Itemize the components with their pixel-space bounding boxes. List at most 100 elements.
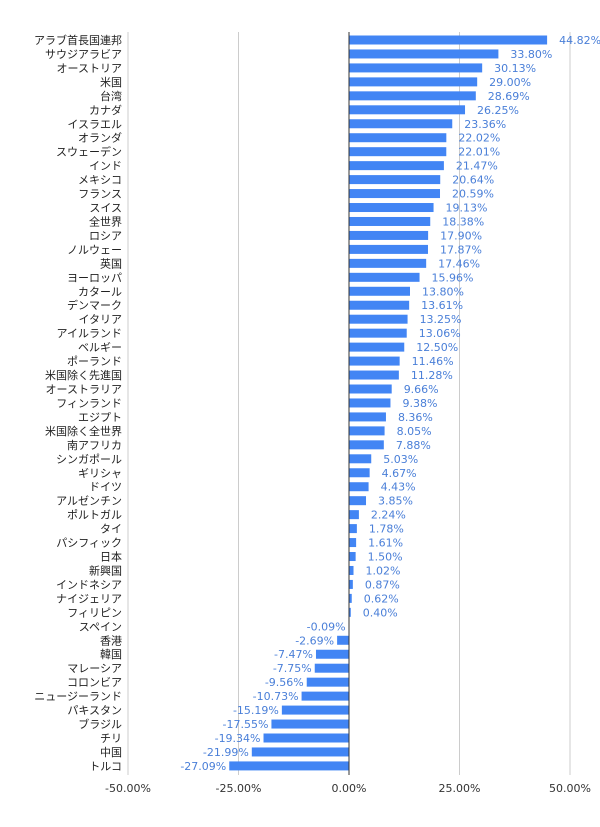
- category-label: フランス: [78, 188, 122, 201]
- category-label: アルゼンチン: [56, 495, 122, 508]
- value-label: -7.47%: [274, 648, 313, 661]
- category-label: デンマーク: [67, 298, 122, 312]
- value-label: 1.02%: [366, 564, 401, 577]
- bar: [349, 216, 431, 226]
- bar: [349, 342, 405, 352]
- bar: [349, 398, 391, 408]
- bar: [349, 119, 453, 129]
- category-label: イタリア: [78, 313, 122, 326]
- value-label: -15.19%: [233, 704, 279, 717]
- bar: [349, 91, 476, 101]
- bar: [349, 538, 357, 548]
- category-label: スイス: [89, 202, 122, 215]
- bar: [349, 468, 370, 478]
- value-label: 30.13%: [494, 62, 536, 75]
- bar: [349, 552, 356, 562]
- value-label: 5.03%: [383, 453, 418, 466]
- bar: [349, 579, 353, 589]
- category-label: 米国除く先進国: [45, 368, 122, 382]
- category-label: フィンランド: [56, 397, 122, 410]
- bar: [349, 161, 444, 171]
- value-label: 44.82%: [559, 34, 600, 47]
- bar: [349, 286, 410, 296]
- bar: [251, 747, 349, 757]
- value-label: 13.25%: [420, 313, 462, 326]
- category-label: トルコ: [89, 760, 122, 773]
- value-label: 11.46%: [412, 355, 454, 368]
- bar: [349, 230, 429, 240]
- bar: [349, 482, 369, 492]
- category-label: インドネシア: [56, 578, 122, 591]
- value-label: 29.00%: [489, 76, 531, 89]
- category-label: ドイツ: [89, 481, 122, 494]
- category-label: タイ: [100, 523, 122, 536]
- bar: [349, 77, 478, 87]
- category-label: イスラエル: [67, 118, 122, 131]
- category-label: アイルランド: [57, 327, 122, 340]
- bar: [306, 677, 349, 687]
- bar: [349, 314, 408, 324]
- bar: [349, 565, 354, 575]
- value-label: 18.38%: [442, 215, 484, 228]
- value-label: 19.13%: [446, 202, 488, 215]
- category-label: インド: [89, 160, 122, 173]
- value-label: 9.66%: [404, 383, 439, 396]
- value-label: 28.69%: [488, 90, 530, 103]
- category-label: カタール: [78, 285, 122, 298]
- category-label: 南アフリカ: [67, 439, 122, 452]
- value-label: -27.09%: [180, 760, 226, 773]
- bar: [349, 244, 428, 254]
- category-label: ベルギー: [78, 341, 122, 354]
- bar: [349, 412, 386, 422]
- category-label: ロシア: [89, 229, 122, 242]
- x-tick-label: 0.00%: [332, 782, 367, 795]
- value-label: 8.36%: [398, 411, 433, 424]
- category-label: オーストリア: [57, 62, 122, 75]
- category-label: ナイジェリア: [56, 592, 122, 605]
- value-label: 4.43%: [381, 481, 416, 494]
- value-label: 22.01%: [458, 146, 500, 159]
- category-label: ポーランド: [67, 355, 122, 368]
- value-label: 1.50%: [368, 551, 403, 564]
- category-label: メキシコ: [78, 174, 122, 187]
- bar: [349, 35, 548, 45]
- value-label: 22.02%: [458, 132, 500, 145]
- bar: [349, 496, 367, 506]
- x-tick-label: -50.00%: [105, 782, 151, 795]
- bar: [349, 607, 351, 617]
- category-label: 韓国: [100, 648, 122, 661]
- value-label: 13.06%: [419, 327, 461, 340]
- bar: [349, 272, 420, 282]
- category-label: サウジアラビア: [45, 48, 122, 61]
- bar: [349, 49, 499, 59]
- value-label: 0.62%: [364, 592, 399, 605]
- bar: [263, 733, 349, 743]
- value-label: 0.87%: [365, 578, 400, 591]
- value-label: 26.25%: [477, 104, 519, 117]
- category-label: エジプト: [78, 411, 122, 424]
- value-label: 3.85%: [378, 495, 413, 508]
- category-label: 日本: [100, 550, 122, 564]
- value-label: -0.09%: [307, 620, 346, 633]
- bar: [349, 370, 399, 380]
- category-label: 英国: [100, 256, 122, 270]
- value-label: 13.61%: [421, 299, 463, 312]
- category-label: ノルウェー: [67, 243, 122, 256]
- bar: [349, 147, 447, 157]
- value-label: 0.40%: [363, 606, 398, 619]
- category-label: フィリピン: [67, 606, 122, 619]
- value-label: 2.24%: [371, 509, 406, 522]
- category-label: 中国: [100, 746, 122, 759]
- bar: [349, 300, 410, 310]
- category-label: スペイン: [79, 620, 122, 633]
- bar: [349, 189, 441, 199]
- category-label: シンガポール: [56, 453, 122, 466]
- value-label: 8.05%: [397, 425, 432, 438]
- category-label: 新興国: [89, 563, 122, 577]
- x-tick-label: 25.00%: [439, 782, 481, 795]
- value-label: -10.73%: [253, 690, 299, 703]
- bar: [349, 384, 392, 394]
- value-label: 1.61%: [368, 537, 403, 550]
- category-label: カナダ: [89, 103, 122, 117]
